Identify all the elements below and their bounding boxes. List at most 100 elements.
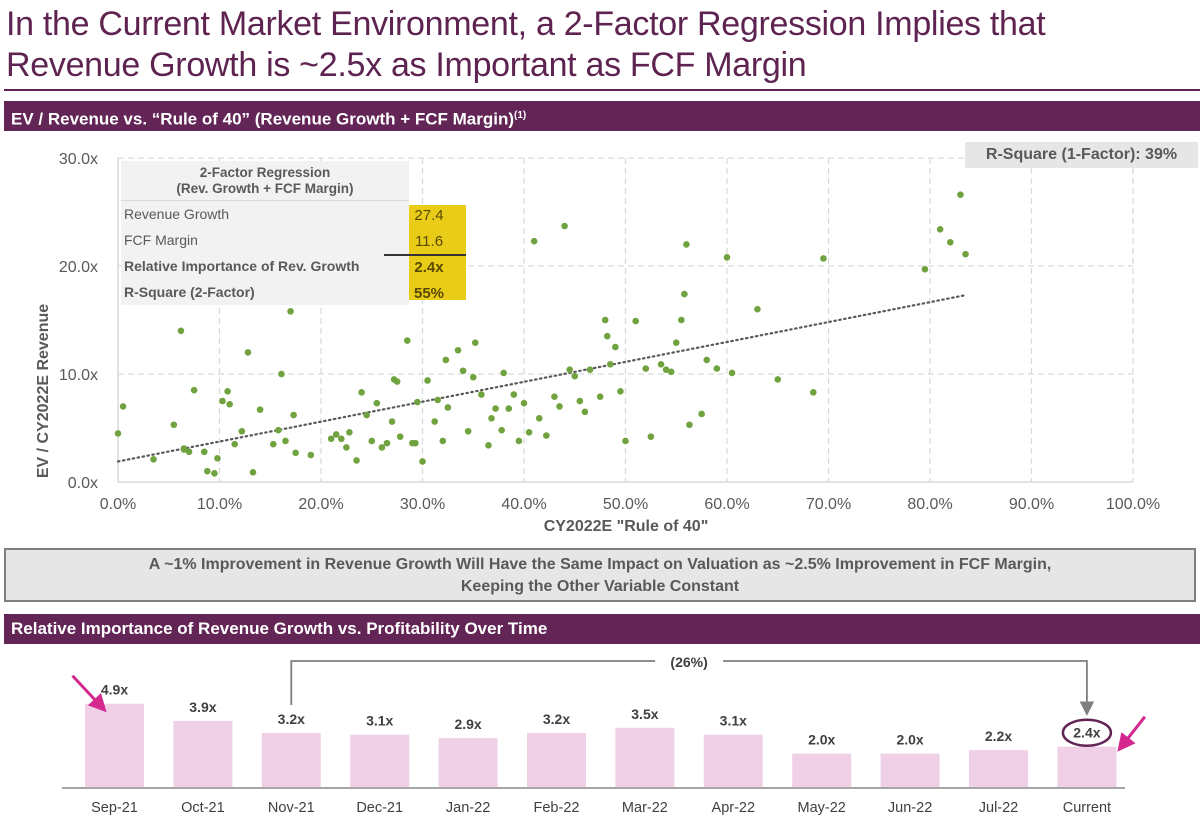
current-arrow-icon xyxy=(1117,715,1147,752)
scatter-point xyxy=(492,405,499,412)
division-line xyxy=(384,254,466,256)
scatter-point xyxy=(358,389,365,396)
category-label: Jun-22 xyxy=(888,800,932,816)
scatter-point xyxy=(327,435,335,443)
scatter-point xyxy=(290,411,297,419)
scatter-point xyxy=(774,376,782,383)
bar-chart: 4.9x Sep-21 3.9x Oct-21 3.2x Nov-21 3.1x Dec-21… xyxy=(62,651,1147,816)
scatter-point xyxy=(292,449,299,457)
scatter-point xyxy=(275,426,282,434)
x-tick-label: 100.0% xyxy=(1106,496,1160,513)
scatter-point xyxy=(672,339,680,346)
scatter-point xyxy=(947,238,954,246)
scatter-point xyxy=(485,441,492,449)
y-tick-label: 30.0x xyxy=(59,151,98,168)
scatter-point xyxy=(307,451,315,459)
scatter-points xyxy=(114,191,969,477)
scatter-point xyxy=(226,400,233,408)
y-tick-label: 0.0x xyxy=(68,475,98,492)
callout-line-2: Keeping the Other Variable Constant xyxy=(460,578,740,595)
scatter-point xyxy=(936,225,944,233)
bar-value-label: 4.9x xyxy=(101,682,128,698)
scatter-point xyxy=(601,316,609,324)
bar-value-label: 3.1x xyxy=(720,713,747,729)
scatter-point xyxy=(921,265,929,273)
scatter-point xyxy=(612,343,619,351)
category-label: Oct-21 xyxy=(181,800,225,816)
scatter-point xyxy=(683,241,690,248)
scatter-point xyxy=(471,339,479,346)
category-label: Feb-22 xyxy=(534,800,580,816)
bar-value-label: 3.5x xyxy=(631,706,658,722)
regression-row-label: Revenue Growth xyxy=(124,206,230,222)
title-divider xyxy=(4,89,1200,91)
scatter-point xyxy=(606,360,614,368)
scatter-point xyxy=(180,446,188,453)
bar-value-label: 2.2x xyxy=(985,728,1012,744)
regression-table-header: 2-Factor Regression (Rev. Growth + FCF M… xyxy=(121,161,409,201)
regression-title-line-1: 2-Factor Regression xyxy=(199,165,331,180)
x-axis-ticks: 0.0% 10.0% 20.0% 30.0% 40.0% 50.0% 60.0% 70.0% 8… xyxy=(100,496,1160,513)
scatter-point xyxy=(185,448,193,456)
scatter-point xyxy=(622,437,629,445)
bar-value-label: 2.0x xyxy=(896,732,923,748)
scatter-point xyxy=(403,337,411,344)
scatter-point xyxy=(114,430,122,437)
bar-mar-22 xyxy=(615,727,675,788)
category-label: Apr-22 xyxy=(712,800,756,816)
bar-jan-22 xyxy=(438,738,498,788)
page-title: In the Current Market Environment, a 2-F… xyxy=(6,4,1196,86)
scatter-point xyxy=(378,444,386,451)
scatter-point xyxy=(647,433,655,440)
bar-value-label: 2.9x xyxy=(454,716,481,732)
scatter-point xyxy=(566,366,573,373)
scatter-point xyxy=(681,290,688,298)
regression-value-relative-importance: 2.4x xyxy=(414,259,444,276)
scatter-point xyxy=(219,397,226,405)
regression-value-fcf-margin: 11.6 xyxy=(414,233,444,250)
scatter-point xyxy=(442,356,450,364)
scatter-point xyxy=(346,429,353,436)
bar-nov-21 xyxy=(261,732,321,788)
scatter-point xyxy=(388,418,396,425)
r-square-1-factor-label: R-Square (1-Factor): 39% xyxy=(965,142,1198,168)
scatter-point xyxy=(551,393,558,400)
scatter-point xyxy=(278,370,285,378)
y-tick-label: 20.0x xyxy=(59,259,98,276)
scatter-point xyxy=(632,317,639,325)
scatter-point xyxy=(809,389,817,396)
scatter-point xyxy=(393,378,401,385)
scatter-point xyxy=(170,421,178,429)
scatter-point xyxy=(698,410,705,418)
bar-current xyxy=(1057,746,1117,788)
y-axis-ticks: 0.0x 10.0x 20.0x 30.0x xyxy=(59,151,98,492)
bar-value-label: 3.2x xyxy=(278,711,305,727)
regression-row-r-square: R-Square (2-Factor) xyxy=(121,279,409,305)
change-label-background xyxy=(655,651,724,671)
scatter-point xyxy=(177,327,185,335)
regression-title-line-2: (Rev. Growth + FCF Margin) xyxy=(176,181,354,196)
category-label: Jan-22 xyxy=(446,800,490,816)
category-label: Jul-22 xyxy=(979,800,1019,816)
y-tick-label: 10.0x xyxy=(59,367,98,384)
x-tick-label: 30.0% xyxy=(400,496,445,513)
y-axis-title: EV / CY2022E Revenue xyxy=(35,304,52,478)
callout-line-1: A ~1% Improvement in Revenue Growth Will… xyxy=(148,556,1052,573)
regression-value-r-square: 55% xyxy=(413,285,445,302)
scatter-point xyxy=(603,332,611,340)
scatter-point xyxy=(642,365,650,372)
scatter-point xyxy=(713,365,721,372)
x-tick-label: 10.0% xyxy=(197,496,242,513)
category-label: Sep-21 xyxy=(91,800,138,816)
scatter-point xyxy=(204,467,211,475)
bar-jul-22 xyxy=(969,750,1028,788)
scatter-point xyxy=(383,439,391,447)
x-tick-label: 60.0% xyxy=(704,496,749,513)
scatter-grid xyxy=(117,157,1134,483)
scatter-section-title: EV / Revenue vs. “Rule of 40” (Revenue G… xyxy=(11,109,515,129)
trendline xyxy=(116,294,967,463)
category-label: Mar-22 xyxy=(622,800,668,816)
bar-value-label: 2.4x xyxy=(1073,725,1100,741)
bar-value-label: 3.1x xyxy=(366,713,393,729)
scatter-point xyxy=(256,406,264,413)
